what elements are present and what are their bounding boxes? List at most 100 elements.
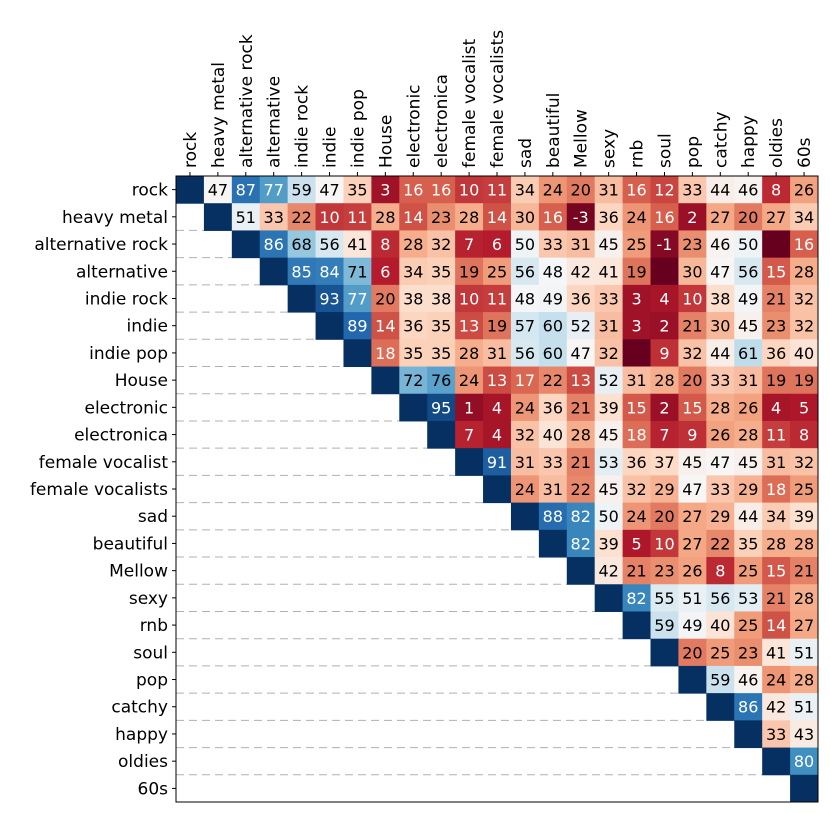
cell-value: 33 [598, 289, 618, 308]
cell-value: 46 [738, 671, 758, 690]
heatmap-cell [594, 230, 624, 259]
heatmap-cell [483, 366, 512, 395]
cell-value: 11 [487, 181, 507, 200]
heatmap-cell [790, 611, 819, 640]
heatmap-cell [650, 502, 679, 531]
heatmap-cell [706, 366, 735, 395]
cell-value: 47 [710, 262, 730, 281]
cell-value: 29 [738, 480, 758, 499]
heatmap-cell [622, 203, 652, 231]
heatmap-cell [427, 339, 456, 368]
cell-value: 46 [710, 235, 730, 254]
cell-value: 20 [682, 371, 702, 390]
heatmap-cell [734, 230, 763, 259]
heatmap-cell [622, 448, 652, 476]
diagonal-cell [343, 339, 372, 368]
cell-value: 87 [236, 181, 256, 200]
cell-value: 45 [598, 480, 618, 499]
cell-value: 13 [459, 317, 479, 336]
cell-value: 16 [794, 235, 814, 254]
cell-value: 16 [543, 208, 563, 227]
cell-value: 23 [431, 208, 451, 227]
heatmap-cell [399, 203, 428, 231]
cell-value: 56 [515, 262, 535, 281]
x-tick-label: House [376, 115, 396, 168]
heatmap-cell [538, 475, 568, 504]
heatmap-cell [427, 257, 456, 286]
diagonal-cell [734, 720, 763, 749]
heatmap-cell [455, 203, 484, 231]
heatmap-cell [622, 230, 652, 259]
cell-value: 45 [682, 453, 702, 472]
y-tick-label: soul [133, 643, 168, 663]
cell-value: 15 [766, 262, 786, 281]
heatmap-cell [622, 366, 652, 395]
heatmap-cell [538, 257, 568, 286]
heatmap-cell [622, 393, 652, 422]
cell-value: 31 [598, 181, 618, 200]
cell-value: 51 [794, 643, 814, 662]
heatmap-cell [762, 230, 791, 259]
x-tick-label: catchy [711, 111, 731, 168]
cell-value: 16 [626, 181, 646, 200]
cell-value: 68 [291, 235, 311, 254]
diagonal-cell [231, 230, 261, 259]
heatmap-cell [706, 448, 735, 476]
cell-value: 27 [710, 208, 730, 227]
heatmap-cell [790, 747, 819, 776]
cell-value: 47 [710, 453, 730, 472]
heatmap-cell [790, 502, 819, 531]
x-tick-label: female vocalist [460, 38, 480, 168]
heatmap-cell [538, 366, 568, 395]
y-tick-label: indie pop [89, 344, 168, 364]
cell-value: 36 [543, 398, 563, 417]
heatmap-cell [455, 257, 484, 286]
heatmap-cell [790, 230, 819, 259]
heatmap-cell [510, 176, 540, 204]
heatmap-cell [706, 312, 735, 340]
cell-value: 33 [682, 181, 702, 200]
heatmap-cell [455, 230, 484, 259]
cell-value: 86 [738, 698, 758, 717]
cell-value: 8 [380, 235, 390, 254]
cell-value: 40 [794, 344, 814, 363]
heatmap-cell [678, 312, 707, 340]
cell-value: 1 [464, 398, 474, 417]
cell-value: 28 [794, 589, 814, 608]
heatmap-cell [455, 284, 484, 313]
cell-value: 23 [654, 562, 674, 581]
cell-value: 56 [319, 235, 339, 254]
heatmap-cell [538, 339, 568, 368]
heatmap-cell [790, 393, 819, 422]
heatmap-cell [399, 284, 428, 313]
heatmap-cell [650, 529, 679, 558]
heatmap-cell [790, 448, 819, 476]
cell-value: 33 [543, 235, 563, 254]
heatmap-cell [706, 230, 735, 259]
y-tick-label: sad [138, 507, 168, 527]
heatmap-cell [622, 420, 652, 449]
cell-value: 47 [319, 181, 339, 200]
heatmap-cell [706, 638, 735, 667]
cell-value: 36 [626, 453, 646, 472]
heatmap-cell [790, 420, 819, 449]
diagonal-cell [650, 638, 679, 667]
heatmap-cell [483, 257, 512, 286]
heatmap-cell [538, 420, 568, 449]
y-tick-label: House [115, 371, 168, 391]
heatmap-cell [762, 257, 791, 286]
cell-value: 44 [738, 507, 758, 526]
heatmap-cell [483, 312, 512, 340]
y-tick-label: catchy [111, 698, 168, 718]
cell-value: 35 [431, 317, 451, 336]
heatmap-cell [510, 339, 540, 368]
cell-value: 26 [794, 181, 814, 200]
heatmap-cell [594, 475, 624, 504]
cell-value: 44 [710, 181, 730, 200]
x-tick-label: alternative rock [237, 34, 257, 168]
heatmap-cell [538, 312, 568, 340]
cell-value: 16 [403, 181, 423, 200]
heatmap-cell [762, 611, 791, 640]
x-tick-label: Mellow [572, 109, 592, 168]
cell-value: 23 [738, 643, 758, 662]
